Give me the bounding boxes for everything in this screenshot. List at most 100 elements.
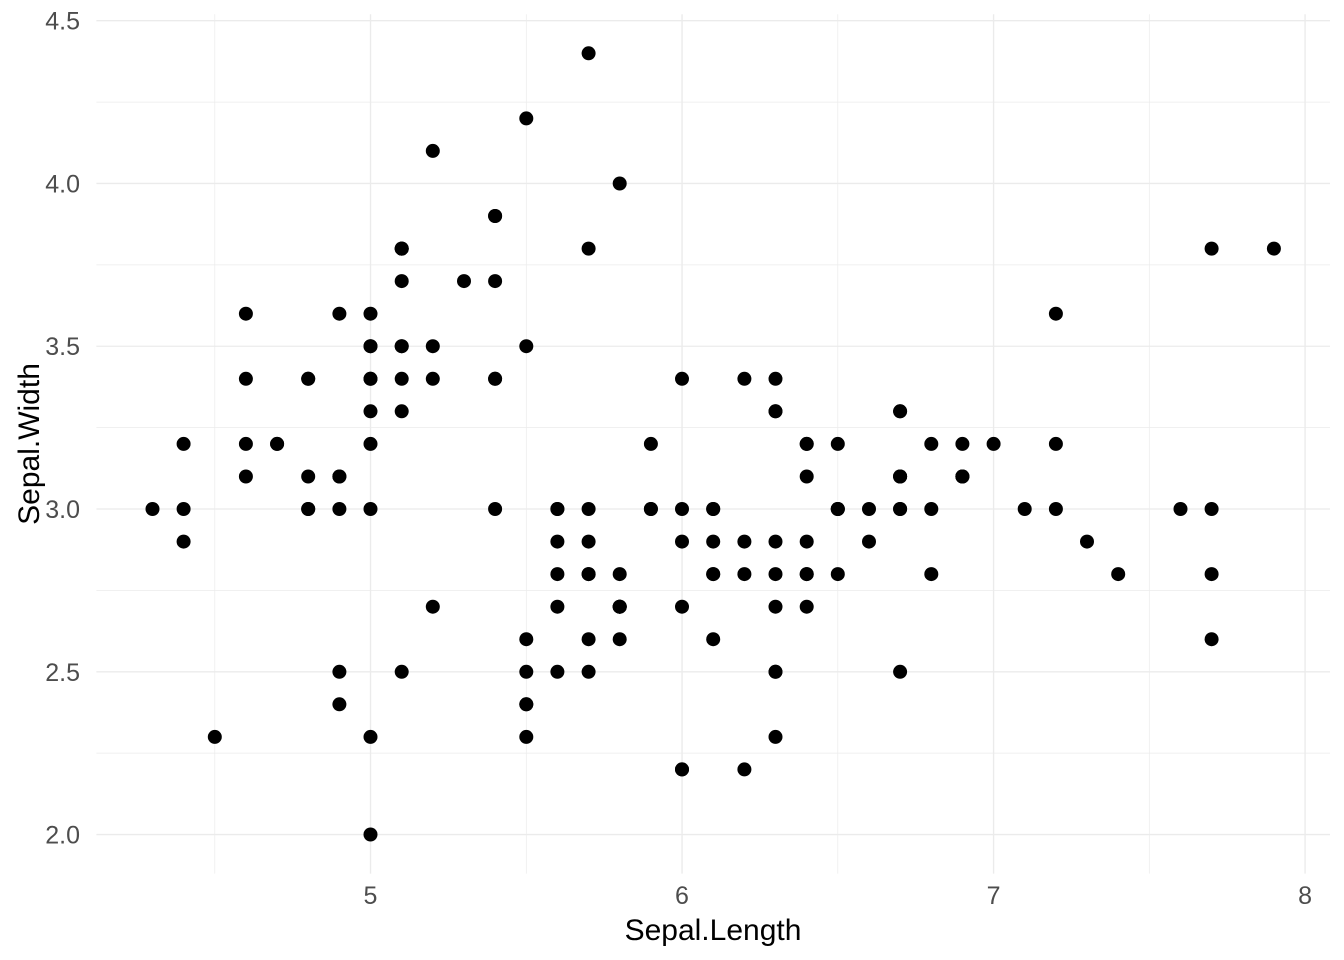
data-point bbox=[457, 274, 471, 289]
data-point bbox=[145, 502, 160, 516]
data-point bbox=[488, 274, 503, 289]
y-tick-label: 4.5 bbox=[45, 8, 80, 36]
data-point bbox=[893, 664, 908, 679]
data-point bbox=[1204, 632, 1219, 647]
data-point bbox=[581, 664, 596, 679]
data-point bbox=[1048, 502, 1063, 516]
data-point bbox=[207, 729, 222, 744]
y-tick-label: 4.0 bbox=[45, 171, 80, 199]
data-point bbox=[425, 143, 440, 158]
data-point bbox=[1048, 436, 1063, 451]
data-point bbox=[612, 599, 627, 614]
data-point bbox=[394, 274, 409, 289]
data-point bbox=[675, 502, 689, 516]
data-point bbox=[675, 599, 689, 614]
data-point bbox=[301, 371, 316, 386]
data-point bbox=[519, 632, 534, 647]
x-axis-title: Sepal.Length bbox=[625, 914, 802, 947]
data-point bbox=[675, 762, 689, 777]
data-points bbox=[145, 46, 1281, 842]
data-point bbox=[737, 762, 752, 777]
data-point bbox=[986, 436, 1001, 451]
data-point bbox=[581, 502, 596, 516]
data-point bbox=[581, 46, 596, 61]
data-point bbox=[706, 502, 721, 516]
data-point bbox=[581, 567, 596, 582]
data-point bbox=[519, 697, 534, 712]
data-point bbox=[924, 502, 939, 516]
data-point bbox=[176, 502, 191, 516]
data-point bbox=[643, 502, 658, 516]
data-point bbox=[238, 469, 253, 484]
x-axis-tick-labels: 5 6 7 8 bbox=[364, 882, 1313, 910]
data-point bbox=[768, 534, 783, 549]
data-point bbox=[332, 664, 347, 679]
data-point bbox=[550, 599, 565, 614]
data-point bbox=[363, 502, 378, 516]
data-point bbox=[1266, 241, 1281, 256]
data-point bbox=[394, 664, 409, 679]
data-point bbox=[612, 567, 627, 582]
data-point bbox=[519, 664, 534, 679]
data-point bbox=[955, 469, 970, 484]
x-tick-label: 8 bbox=[1298, 882, 1312, 910]
data-point bbox=[830, 567, 845, 582]
data-point bbox=[1017, 502, 1032, 516]
data-point bbox=[394, 339, 409, 354]
data-point bbox=[363, 371, 378, 386]
data-point bbox=[363, 404, 378, 419]
data-point bbox=[1048, 306, 1063, 321]
data-point bbox=[830, 436, 845, 451]
y-tick-label: 3.0 bbox=[45, 496, 80, 524]
data-point bbox=[893, 502, 908, 516]
data-point bbox=[1204, 567, 1219, 582]
data-point bbox=[737, 371, 752, 386]
data-point bbox=[924, 567, 939, 582]
data-point bbox=[768, 404, 783, 419]
data-point bbox=[581, 534, 596, 549]
data-point bbox=[394, 404, 409, 419]
data-point bbox=[768, 729, 783, 744]
y-tick-label: 2.5 bbox=[45, 659, 80, 687]
data-point bbox=[550, 664, 565, 679]
y-tick-label: 2.0 bbox=[45, 822, 80, 850]
data-point bbox=[893, 469, 908, 484]
y-axis-tick-labels: 2.0 2.5 3.0 3.5 4.0 4.5 bbox=[45, 8, 80, 850]
data-point bbox=[176, 436, 191, 451]
data-point bbox=[550, 534, 565, 549]
data-point bbox=[706, 567, 721, 582]
data-point bbox=[1204, 502, 1219, 516]
data-point bbox=[862, 502, 876, 516]
data-point bbox=[737, 534, 752, 549]
data-point bbox=[675, 371, 689, 386]
data-point bbox=[799, 469, 814, 484]
y-axis-title: Sepal.Width bbox=[13, 363, 46, 525]
x-tick-label: 7 bbox=[987, 882, 1001, 910]
data-point bbox=[363, 306, 378, 321]
data-point bbox=[768, 599, 783, 614]
data-point bbox=[799, 567, 814, 582]
data-point bbox=[768, 664, 783, 679]
data-point bbox=[1111, 567, 1126, 582]
data-point bbox=[332, 697, 347, 712]
data-point bbox=[768, 371, 783, 386]
data-point bbox=[643, 436, 658, 451]
data-point bbox=[488, 209, 503, 223]
data-point bbox=[176, 534, 191, 549]
data-point bbox=[363, 339, 378, 354]
data-point bbox=[488, 502, 503, 516]
data-point bbox=[1204, 241, 1219, 256]
data-point bbox=[363, 729, 378, 744]
data-point bbox=[924, 436, 939, 451]
data-point bbox=[519, 339, 534, 354]
data-point bbox=[550, 567, 565, 582]
data-point bbox=[581, 632, 596, 647]
major-gridlines bbox=[96, 14, 1330, 874]
data-point bbox=[519, 729, 534, 744]
data-point bbox=[893, 404, 908, 419]
data-point bbox=[862, 534, 876, 549]
minor-gridlines bbox=[96, 14, 1330, 874]
data-point bbox=[394, 371, 409, 386]
data-point bbox=[612, 176, 627, 191]
